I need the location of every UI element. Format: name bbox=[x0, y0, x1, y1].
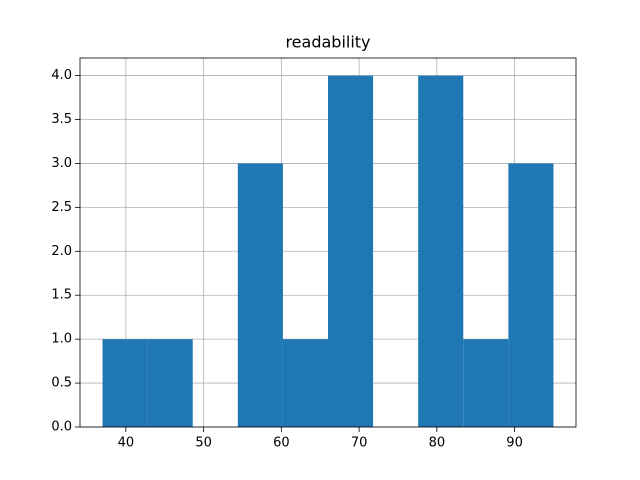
axes-frame bbox=[79, 57, 577, 428]
y-tick-label: 2.0 bbox=[51, 244, 72, 259]
bar bbox=[147, 339, 193, 427]
bar bbox=[282, 339, 328, 427]
y-tick-label: 3.0 bbox=[51, 156, 72, 171]
bar bbox=[463, 339, 509, 427]
bar bbox=[237, 163, 283, 427]
bar bbox=[508, 163, 554, 427]
y-tick-label: 3.5 bbox=[51, 112, 72, 127]
x-tick-label: 60 bbox=[273, 436, 290, 451]
x-tick-label: 80 bbox=[429, 436, 446, 451]
x-tick-label: 90 bbox=[506, 436, 523, 451]
y-tick-label: 0.5 bbox=[51, 376, 72, 391]
y-tick-label: 1.5 bbox=[51, 288, 72, 303]
y-tick-label: 0.0 bbox=[51, 420, 72, 435]
chart-title: readability bbox=[285, 33, 370, 52]
bar bbox=[102, 339, 148, 427]
x-tick-label: 70 bbox=[351, 436, 368, 451]
bar bbox=[328, 75, 374, 428]
x-tick-label: 50 bbox=[195, 436, 212, 451]
y-tick-label: 2.5 bbox=[51, 200, 72, 215]
bar bbox=[418, 75, 464, 428]
x-tick-label: 40 bbox=[118, 436, 135, 451]
y-tick-label: 1.0 bbox=[51, 332, 72, 347]
y-tick-label: 4.0 bbox=[51, 68, 72, 83]
